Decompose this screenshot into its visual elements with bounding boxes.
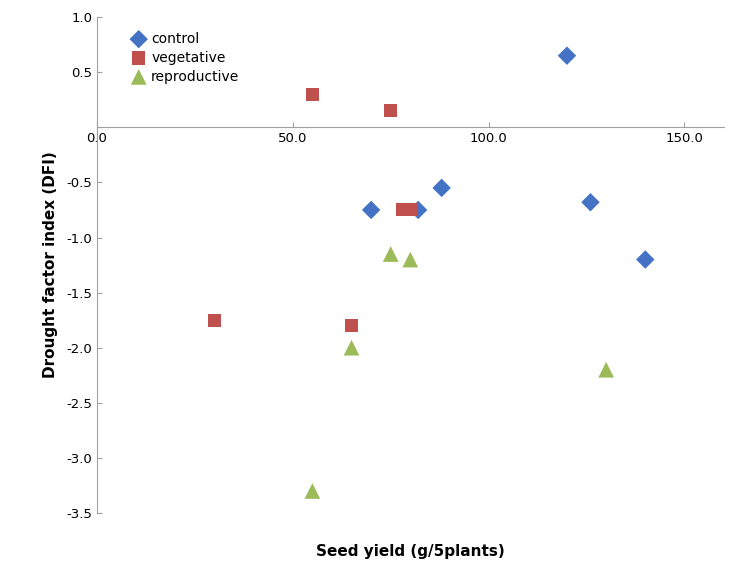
vegetative: [209, 316, 221, 325]
vegetative: [404, 205, 416, 214]
vegetative: [397, 205, 409, 214]
reproductive: [307, 486, 319, 495]
reproductive: [385, 250, 397, 259]
Y-axis label: Drought factor index (DFI): Drought factor index (DFI): [43, 152, 58, 378]
reproductive: [600, 365, 612, 374]
control: [366, 205, 377, 214]
Legend: control, vegetative, reproductive: control, vegetative, reproductive: [129, 29, 242, 86]
reproductive: [404, 255, 416, 264]
control: [639, 255, 651, 264]
control: [561, 51, 573, 60]
control: [585, 198, 597, 207]
control: [413, 205, 424, 214]
vegetative: [307, 89, 319, 99]
reproductive: [345, 343, 357, 352]
vegetative: [385, 106, 397, 115]
vegetative: [345, 321, 357, 330]
Text: Seed yield (g/5plants): Seed yield (g/5plants): [316, 544, 505, 559]
control: [436, 184, 448, 193]
